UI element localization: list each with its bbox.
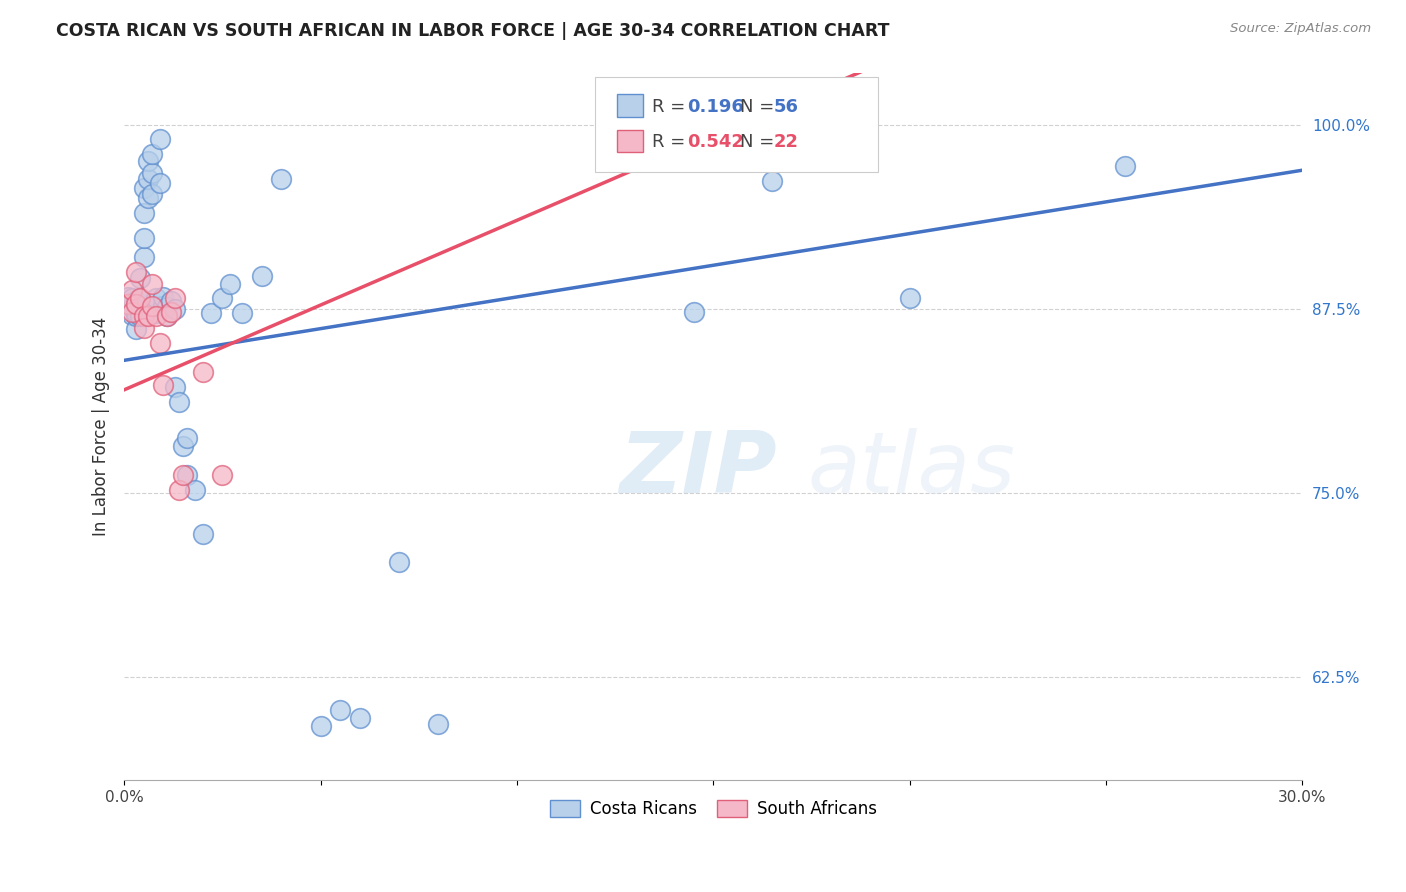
- Text: Source: ZipAtlas.com: Source: ZipAtlas.com: [1230, 22, 1371, 36]
- Point: [125, 265, 148, 279]
- Point: [184, 483, 207, 497]
- Point: [152, 299, 174, 313]
- Point: [132, 309, 155, 323]
- Point: [167, 483, 190, 497]
- Point: [250, 269, 273, 284]
- Point: [152, 378, 174, 392]
- Point: [125, 294, 148, 309]
- Point: [898, 292, 921, 306]
- Point: [741, 113, 763, 128]
- Point: [121, 300, 143, 314]
- Point: [160, 304, 183, 318]
- Point: [160, 294, 183, 309]
- Point: [145, 306, 167, 320]
- Point: [141, 277, 163, 291]
- Point: [329, 702, 352, 716]
- Point: [117, 297, 139, 311]
- Text: ZIP: ZIP: [619, 427, 776, 510]
- Point: [1114, 159, 1136, 173]
- Point: [200, 306, 222, 320]
- Point: [682, 304, 704, 318]
- Point: [125, 309, 148, 323]
- Point: [388, 555, 411, 569]
- Text: atlas: atlas: [807, 427, 1015, 510]
- FancyBboxPatch shape: [617, 95, 643, 117]
- Point: [129, 270, 152, 285]
- Point: [219, 277, 242, 291]
- Point: [121, 308, 143, 322]
- Point: [145, 299, 167, 313]
- Point: [136, 172, 159, 186]
- Text: 22: 22: [773, 133, 799, 152]
- Point: [156, 300, 179, 314]
- Point: [145, 292, 167, 306]
- Text: N =: N =: [741, 98, 780, 116]
- Point: [148, 335, 170, 350]
- Point: [165, 301, 187, 316]
- Point: [176, 432, 198, 446]
- Point: [165, 292, 187, 306]
- Point: [125, 301, 148, 316]
- Point: [129, 292, 152, 306]
- Point: [121, 304, 143, 318]
- Point: [136, 154, 159, 169]
- Point: [132, 181, 155, 195]
- Point: [152, 290, 174, 304]
- Point: [125, 306, 148, 320]
- Text: 0.196: 0.196: [688, 98, 744, 116]
- Point: [141, 299, 163, 313]
- Point: [132, 231, 155, 245]
- Text: 0.542: 0.542: [688, 133, 744, 152]
- Point: [270, 172, 292, 186]
- Point: [129, 292, 152, 306]
- Point: [156, 309, 179, 323]
- Point: [191, 527, 214, 541]
- Text: N =: N =: [741, 133, 780, 152]
- Point: [136, 191, 159, 205]
- Text: R =: R =: [652, 133, 690, 152]
- Point: [309, 719, 332, 733]
- Point: [148, 132, 170, 146]
- Point: [132, 321, 155, 335]
- Point: [121, 292, 143, 306]
- Point: [172, 468, 194, 483]
- Y-axis label: In Labor Force | Age 30-34: In Labor Force | Age 30-34: [93, 317, 110, 536]
- Point: [176, 468, 198, 483]
- Point: [136, 309, 159, 323]
- Point: [117, 297, 139, 311]
- Point: [349, 711, 371, 725]
- Point: [165, 380, 187, 394]
- Point: [117, 290, 139, 304]
- Point: [231, 306, 253, 320]
- FancyBboxPatch shape: [595, 77, 879, 172]
- Point: [172, 439, 194, 453]
- Point: [121, 283, 143, 297]
- Point: [141, 166, 163, 180]
- Point: [427, 717, 450, 731]
- Point: [167, 394, 190, 409]
- Point: [132, 206, 155, 220]
- Legend: Costa Ricans, South Africans: Costa Ricans, South Africans: [543, 794, 883, 825]
- Point: [125, 297, 148, 311]
- Text: COSTA RICAN VS SOUTH AFRICAN IN LABOR FORCE | AGE 30-34 CORRELATION CHART: COSTA RICAN VS SOUTH AFRICAN IN LABOR FO…: [56, 22, 890, 40]
- Point: [145, 309, 167, 323]
- Point: [132, 250, 155, 264]
- Point: [156, 309, 179, 323]
- Text: 56: 56: [773, 98, 799, 116]
- Point: [148, 177, 170, 191]
- Point: [191, 365, 214, 379]
- FancyBboxPatch shape: [617, 129, 643, 153]
- Point: [141, 147, 163, 161]
- Point: [129, 309, 152, 323]
- Point: [141, 186, 163, 201]
- Point: [211, 292, 233, 306]
- Point: [211, 468, 233, 483]
- Point: [125, 322, 148, 336]
- Point: [761, 173, 783, 187]
- Text: R =: R =: [652, 98, 690, 116]
